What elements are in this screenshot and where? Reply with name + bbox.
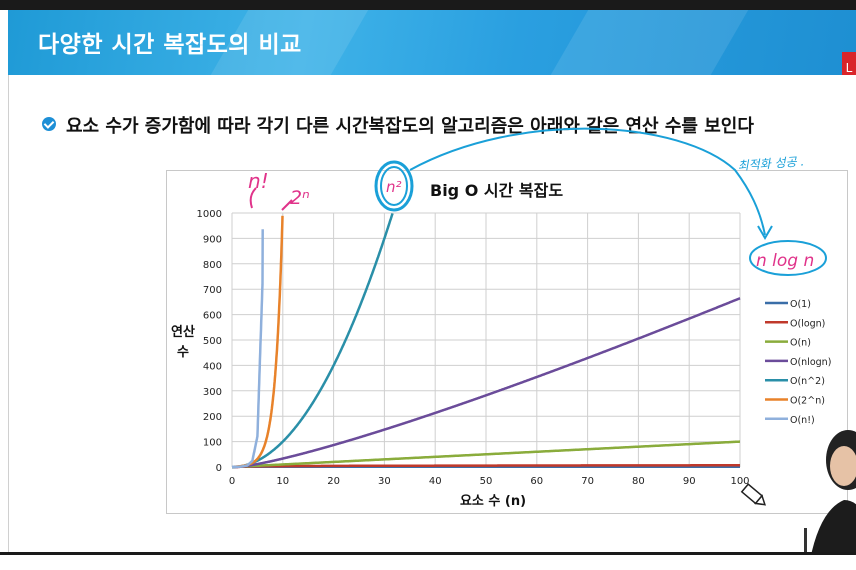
top-frame-bar	[0, 0, 856, 10]
presenter-silhouette	[804, 430, 856, 560]
legend-label: O(logn)	[790, 318, 825, 329]
arrow-head-icon	[757, 225, 773, 240]
x-tick-label: 50	[480, 476, 493, 487]
annotation-two-n: 2ⁿ	[290, 187, 310, 209]
legend-label: O(n)	[790, 338, 811, 349]
chart-grid	[231, 212, 741, 468]
y-axis-label-line1: 연산	[171, 324, 195, 340]
y-tick-label: 800	[203, 260, 222, 271]
legend-label: O(n!)	[790, 415, 815, 426]
annotation-note: 최적화 성공 .	[737, 154, 804, 173]
legend-label: O(1)	[790, 299, 811, 310]
legend: O(1) O(logn) O(n) O(nlogn) O(n^2) O(2^n) O(n!)	[765, 299, 831, 426]
y-tick-label: 200	[203, 412, 222, 423]
legend-label: O(2^n)	[790, 396, 825, 407]
x-tick-label: 0	[229, 476, 235, 487]
x-tick-label: 100	[730, 476, 749, 487]
y-tick-label: 300	[203, 387, 222, 398]
slide-header: 다양한 시간 복잡도의 비교 L	[8, 10, 856, 75]
x-tick-labels: 0 10 20 30 40 50 60 70 80 90 100	[229, 476, 750, 487]
series-line-linear	[232, 440, 740, 469]
annotation-mark	[281, 199, 293, 211]
bottom-frame-bar	[0, 552, 856, 570]
series-line-square	[232, 213, 394, 469]
y-tick-label: 400	[203, 361, 222, 372]
series-line-fact	[232, 229, 264, 468]
series-lines	[232, 213, 741, 469]
check-circle-icon	[42, 117, 56, 131]
legend-label: O(n^2)	[790, 376, 825, 387]
y-tick-label: 1000	[197, 209, 222, 220]
pen-annotations: n! 2ⁿ n² n log n 최적화 성공 .	[248, 127, 827, 276]
y-tick-label: 900	[203, 234, 222, 245]
y-tick-label: 600	[203, 311, 222, 322]
x-tick-label: 30	[378, 476, 391, 487]
y-tick-label: 700	[203, 285, 222, 296]
annotation-n-squared: n²	[386, 178, 402, 196]
x-axis-label: 요소 수 (n)	[460, 494, 526, 509]
legend-label: O(nlogn)	[790, 357, 831, 368]
y-tick-label: 500	[203, 336, 222, 347]
x-tick-label: 60	[530, 476, 543, 487]
bullet-text: 요소 수가 증가함에 따라 각기 다른 시간복잡도의 알고리즘은 아래와 같은 …	[66, 116, 754, 137]
pencil-cursor-icon	[740, 483, 767, 506]
y-tick-label: 0	[216, 463, 222, 474]
y-tick-label: 100	[203, 438, 222, 449]
chart-title: Big O 시간 복잡도	[430, 181, 563, 200]
annotation-arrow	[409, 127, 766, 236]
annotation-circle	[749, 240, 827, 276]
x-tick-label: 70	[581, 476, 594, 487]
annotation-circle	[374, 160, 414, 212]
annotation-circle	[380, 166, 408, 206]
slide-border	[8, 75, 9, 555]
annotation-n-factorial: n!	[248, 169, 269, 193]
x-tick-label: 90	[683, 476, 696, 487]
series-line-nlogn	[232, 297, 741, 469]
x-tick-label: 80	[632, 476, 645, 487]
chart-frame	[166, 170, 848, 514]
presenter-video	[800, 400, 856, 560]
series-line-log	[232, 464, 740, 469]
corner-tab: L	[842, 52, 856, 75]
y-axis-label-line2: 수	[177, 345, 189, 360]
annotation-n-log-n: n log n	[756, 251, 814, 271]
x-tick-label: 20	[327, 476, 340, 487]
x-tick-label: 40	[429, 476, 442, 487]
slide-title: 다양한 시간 복잡도의 비교	[38, 32, 302, 58]
y-tick-labels: 0 100 200 300 400 500 600 700 800 900 1000	[197, 209, 222, 474]
annotation-mark	[249, 187, 257, 209]
bullet-point: 요소 수가 증가함에 따라 각기 다른 시간복잡도의 알고리즘은 아래와 같은 …	[42, 112, 856, 142]
x-tick-label: 10	[276, 476, 289, 487]
